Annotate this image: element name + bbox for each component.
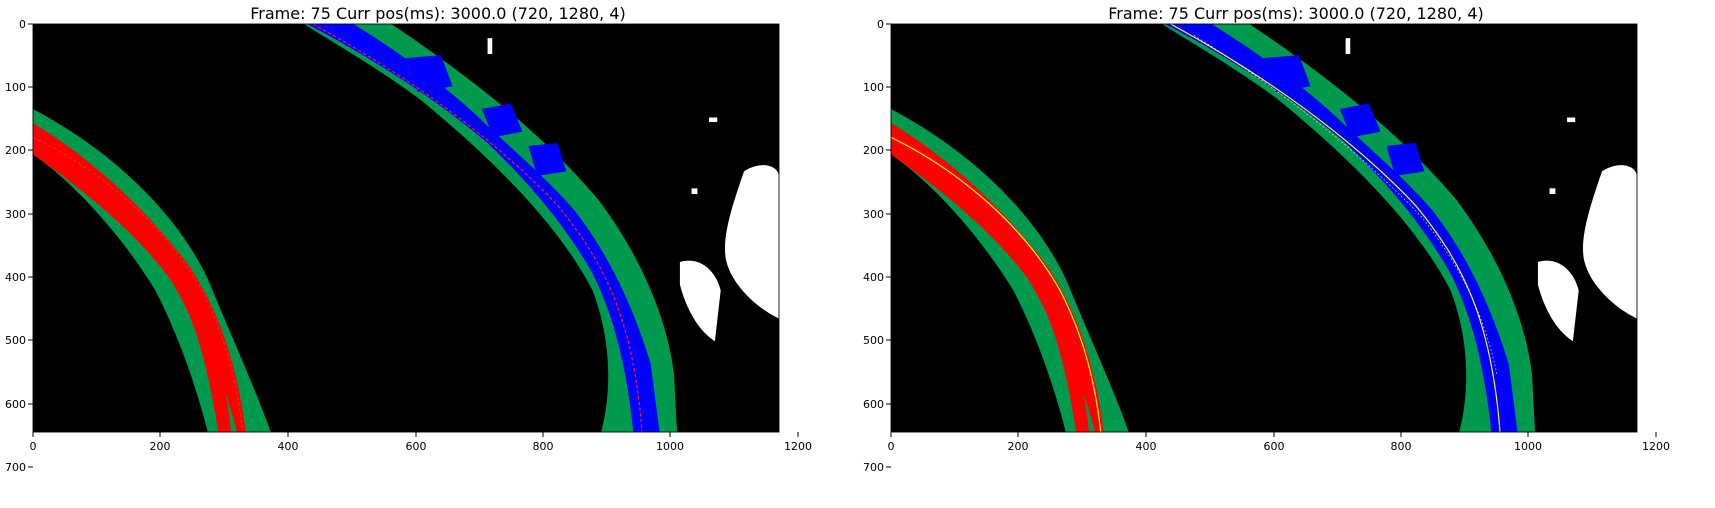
y-tick-label: 0 xyxy=(19,18,26,31)
x-tick-label: 200 xyxy=(150,440,171,453)
noise-patch xyxy=(1567,117,1576,123)
y-tick-label: 100 xyxy=(5,81,26,94)
right-fit-line xyxy=(1170,24,1501,433)
left-fit-line xyxy=(891,136,1102,433)
x-tick-label: 0 xyxy=(30,440,37,453)
y-tick-label: 600 xyxy=(5,398,26,411)
noise-patch xyxy=(1537,260,1579,342)
x-tick-label: 0 xyxy=(888,440,895,453)
y-tick-label: 100 xyxy=(863,81,884,94)
panel-title: Frame: 75 Curr pos(ms): 3000.0 (720, 128… xyxy=(250,4,626,23)
x-axis: 0 200 400 600 800 1000 1200 xyxy=(888,432,1670,453)
x-tick-label: 800 xyxy=(1391,440,1412,453)
noise-patch xyxy=(487,38,493,55)
panel-right: Frame: 75 Curr pos(ms): 3000.0 (720, 128… xyxy=(863,4,1670,474)
y-tick-label: 500 xyxy=(5,334,26,347)
y-tick-label: 400 xyxy=(863,271,884,284)
y-tick-label: 200 xyxy=(863,144,884,157)
x-tick-label: 1200 xyxy=(784,440,812,453)
lane-image xyxy=(32,23,780,433)
noise-patch xyxy=(679,260,721,342)
image-frame xyxy=(32,23,780,433)
y-tick-label: 700 xyxy=(5,461,26,474)
x-tick-label: 400 xyxy=(278,440,299,453)
left-fit-line xyxy=(33,136,244,433)
x-tick-label: 200 xyxy=(1008,440,1029,453)
noise-patch xyxy=(1549,188,1556,195)
x-tick-label: 1200 xyxy=(1642,440,1670,453)
y-tick-label: 600 xyxy=(863,398,884,411)
x-tick-label: 1000 xyxy=(1514,440,1542,453)
y-axis: 0 100 200 300 400 500 600 700 xyxy=(5,18,33,474)
x-tick-label: 400 xyxy=(1136,440,1157,453)
y-tick-label: 300 xyxy=(863,208,884,221)
x-tick-label: 1000 xyxy=(656,440,684,453)
image-frame xyxy=(890,23,1638,433)
y-tick-label: 400 xyxy=(5,271,26,284)
right-center-line xyxy=(1193,35,1498,376)
noise-patch xyxy=(724,165,779,319)
right-lane-blobs xyxy=(1263,55,1425,176)
y-axis: 0 100 200 300 400 500 600 700 xyxy=(863,18,891,474)
y-tick-label: 500 xyxy=(863,334,884,347)
y-tick-label: 200 xyxy=(5,144,26,157)
panel-left: Frame: 75 Curr pos(ms): 3000.0 (720, 128… xyxy=(5,4,812,474)
right-lane-blobs xyxy=(405,55,567,176)
y-tick-label: 700 xyxy=(863,461,884,474)
x-tick-label: 800 xyxy=(533,440,554,453)
x-tick-label: 600 xyxy=(1264,440,1285,453)
y-tick-label: 0 xyxy=(877,18,884,31)
lane-image xyxy=(890,23,1638,433)
noise-patch xyxy=(1345,38,1351,55)
noise-patch xyxy=(1582,165,1637,319)
noise-patch xyxy=(691,188,698,195)
x-axis: 0 200 400 600 800 1000 1200 xyxy=(30,432,812,453)
right-fit-line xyxy=(312,24,643,433)
x-tick-label: 600 xyxy=(406,440,427,453)
panel-title: Frame: 75 Curr pos(ms): 3000.0 (720, 128… xyxy=(1108,4,1484,23)
y-tick-label: 300 xyxy=(5,208,26,221)
noise-patch xyxy=(709,117,718,123)
